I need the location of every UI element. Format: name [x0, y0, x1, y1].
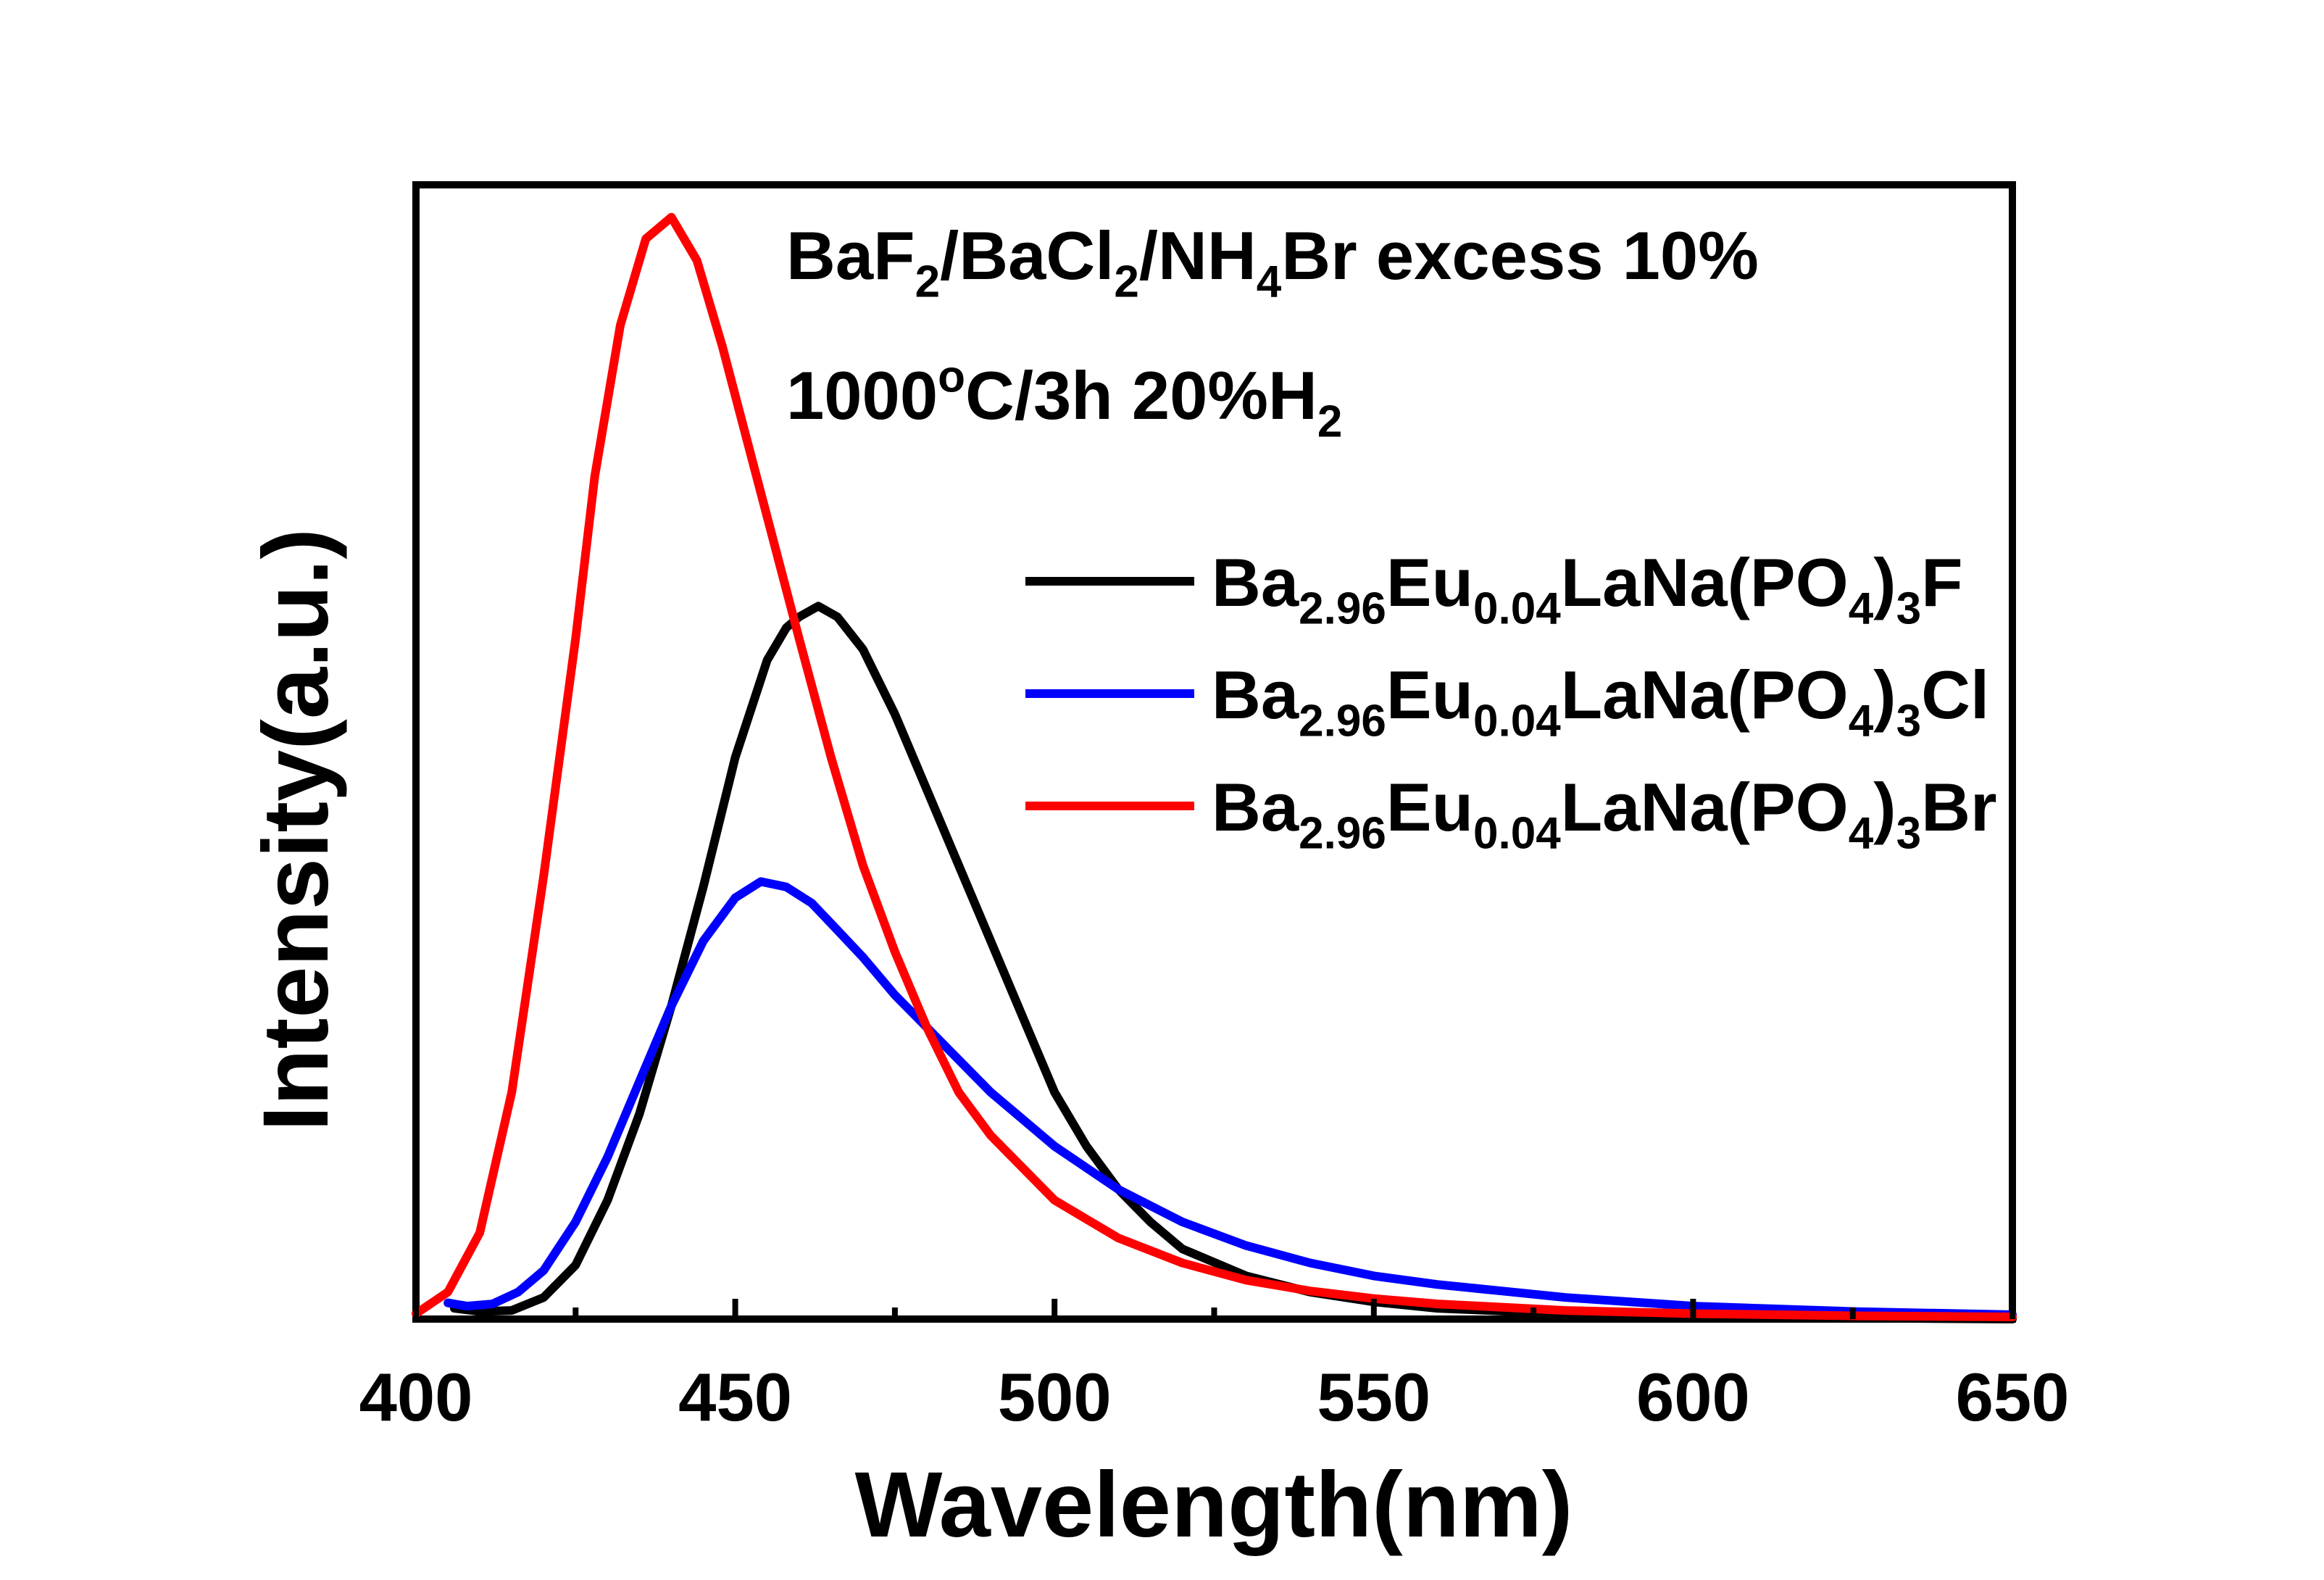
legend-label-part: Br	[1921, 769, 1996, 845]
legend-label-part: LaNa(PO	[1561, 657, 1849, 733]
legend-label-part: 4	[1849, 583, 1874, 633]
legend-label-part: )	[1873, 544, 1896, 620]
legend: Ba2.96Eu0.04LaNa(PO4)3FBa2.96Eu0.04LaNa(…	[1025, 544, 1997, 858]
annotation-text-part: /BaCl	[940, 217, 1114, 294]
annotation-text-part: /NH	[1139, 217, 1257, 294]
legend-label-part: 2.96	[1299, 696, 1386, 746]
annotation-text-part: 2	[1114, 257, 1139, 307]
legend-label-part: F	[1921, 544, 1962, 620]
legend-label: Ba2.96Eu0.04LaNa(PO4)3Cl	[1212, 657, 1989, 746]
y-axis-label: Intensity(a.u.)	[244, 528, 348, 1131]
annotation-text-part: BaF	[786, 217, 915, 294]
x-tick-label: 600	[1636, 1359, 1750, 1435]
annotations: BaF2/BaCl2/NH4Br excess 10%1000oC/3h 20%…	[786, 217, 1759, 446]
x-tick-label: 400	[359, 1359, 473, 1435]
legend-label-part: )	[1873, 657, 1896, 733]
x-axis-label: Wavelength(nm)	[855, 1453, 1573, 1557]
annotation-text-part: 1000	[786, 357, 938, 433]
legend-label-part: LaNa(PO	[1561, 769, 1849, 845]
series-line	[443, 877, 2017, 1319]
annotation-text: BaF2/BaCl2/NH4Br excess 10%	[786, 217, 1759, 307]
series-line	[412, 212, 2017, 1321]
plot-frame	[412, 181, 2016, 1323]
legend-label-part: Eu	[1386, 657, 1473, 733]
legend-label-part: Ba	[1212, 769, 1299, 845]
legend-label-part: 0.04	[1473, 583, 1561, 633]
annotation-text-part: Br excess 10%	[1281, 217, 1759, 294]
legend-label-part: Eu	[1386, 769, 1473, 845]
legend-label: Ba2.96Eu0.04LaNa(PO4)3Br	[1212, 769, 1997, 858]
legend-label-part: LaNa(PO	[1561, 544, 1849, 620]
legend-label-part: 0.04	[1473, 808, 1561, 858]
x-tick-label: 650	[1956, 1359, 2070, 1435]
x-tick-label: 550	[1317, 1359, 1430, 1435]
annotation-text-part: o	[938, 352, 965, 402]
plot-area	[412, 181, 2017, 1323]
legend-label-part: 3	[1896, 583, 1922, 633]
series-lines	[412, 212, 2017, 1323]
legend-label: Ba2.96Eu0.04LaNa(PO4)3F	[1212, 544, 1962, 633]
legend-label-part: 0.04	[1473, 696, 1561, 746]
x-tick-label: 450	[678, 1359, 792, 1435]
annotation-text-part: 2	[1317, 396, 1343, 446]
legend-label-part: 3	[1896, 696, 1922, 746]
x-axis: 400 450 500 550 600 650	[359, 1299, 2070, 1435]
legend-label-part: Ba	[1212, 544, 1299, 620]
legend-label-part: Cl	[1921, 657, 1989, 733]
legend-label-part: 3	[1896, 808, 1922, 858]
annotation-text: 1000oC/3h 20%H2	[786, 352, 1342, 446]
legend-label-part: Eu	[1386, 544, 1473, 620]
legend-label-part: 2.96	[1299, 583, 1386, 633]
legend-label-part: 4	[1849, 808, 1874, 858]
annotation-text-part: 2	[915, 257, 941, 307]
legend-label-part: Ba	[1212, 657, 1299, 733]
legend-label-part: 4	[1849, 696, 1874, 746]
annotation-text-part: 4	[1257, 257, 1282, 307]
x-tick-label: 500	[998, 1359, 1112, 1435]
legend-label-part: 2.96	[1299, 808, 1386, 858]
legend-label-part: )	[1873, 769, 1896, 845]
annotation-text-part: C/3h 20%H	[965, 357, 1317, 433]
